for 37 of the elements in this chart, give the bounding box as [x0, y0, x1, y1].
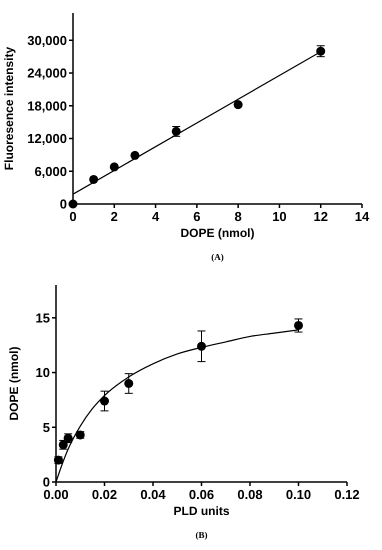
y-tick-label: 0 [60, 196, 67, 212]
x-tick-label: 0.08 [237, 487, 263, 502]
point [100, 396, 109, 406]
y-axis-title: Fluoresence intensity [2, 46, 16, 170]
point [68, 200, 78, 208]
text: (A) [211, 252, 224, 262]
y-tick-label: 5 [42, 420, 50, 435]
y-tick-label: 10 [36, 365, 50, 380]
y-tick-label: 15 [36, 310, 50, 326]
x-tick-label: 6 [193, 209, 200, 224]
x-tick-label: 10 [272, 209, 287, 224]
x-tick-label: 8 [234, 209, 242, 224]
y-tick-label: 12,000 [27, 131, 67, 146]
x-tick-label: 0 [69, 209, 77, 224]
text: (B) [196, 530, 208, 540]
x-tick-label: 2 [110, 209, 118, 224]
x-tick-label: 0.10 [286, 487, 312, 502]
x-tick-label: 0.04 [140, 487, 166, 502]
x-tick-label: 0.06 [188, 487, 214, 502]
y-tick-label: 30,000 [27, 32, 67, 48]
y-tick-label: 24,000 [27, 66, 67, 81]
y-tick-label: 18,000 [27, 98, 67, 114]
point [54, 456, 63, 465]
x-tick-label: 0.00 [43, 487, 69, 502]
y-tick-label: 6,000 [34, 164, 67, 179]
x-tick-label: 4 [152, 209, 160, 224]
y-tick-label: 0 [42, 474, 50, 490]
point [234, 100, 243, 110]
x-tick-label: 12 [313, 209, 328, 224]
y-axis-title: DOPE (nmol) [7, 346, 21, 420]
point [294, 320, 303, 330]
x-tick-label: 14 [354, 209, 370, 224]
x-axis-title: DOPE (nmol) [180, 226, 254, 240]
point [124, 379, 134, 388]
x-tick-label: 0.12 [334, 487, 360, 502]
x-tick-label: 0.02 [92, 487, 118, 502]
x-axis-title: PLD units [174, 504, 230, 518]
